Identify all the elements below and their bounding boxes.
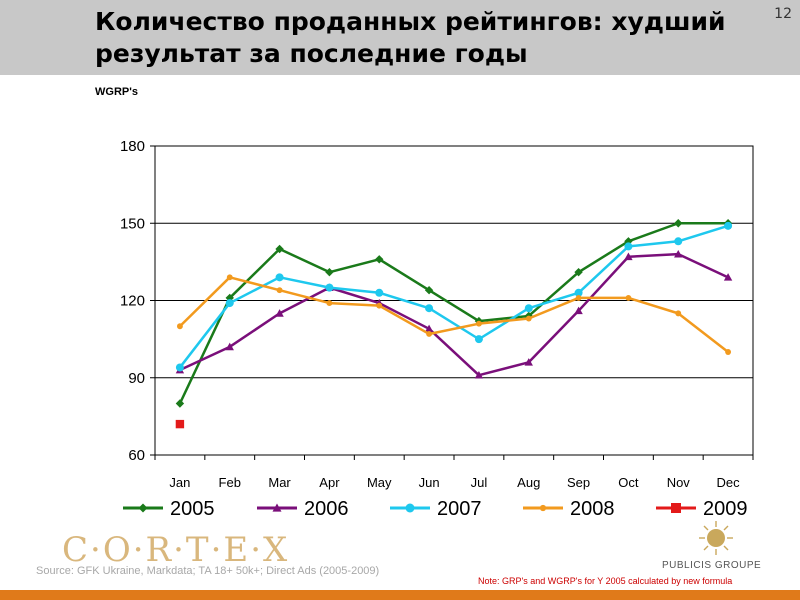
data-point-2008 [625, 294, 632, 301]
legend-marker-2008 [539, 504, 547, 512]
data-point-2006 [723, 273, 733, 281]
data-point-2007 [624, 242, 633, 251]
x-tick-label: Feb [219, 475, 241, 490]
data-point-2008 [376, 302, 383, 309]
x-tick-label: Mar [268, 475, 291, 490]
data-point-2007 [574, 288, 583, 297]
y-unit-label: WGRP's [95, 86, 138, 98]
publicis-lion-icon [699, 521, 733, 555]
data-point-2008 [426, 331, 433, 337]
data-point-2007 [225, 299, 234, 308]
data-point-2008 [575, 294, 582, 301]
x-tick-label: Jul [471, 475, 488, 490]
header-band [0, 0, 800, 75]
x-tick-label: Dec [717, 475, 741, 490]
data-point-2008 [725, 349, 732, 355]
data-point-2005 [375, 255, 384, 264]
x-tick-label: Apr [319, 475, 340, 490]
data-point-2006 [424, 324, 434, 333]
data-point-2005 [674, 219, 683, 228]
data-point-2007 [724, 221, 733, 230]
legend-marker-2006 [272, 503, 282, 512]
data-point-2008 [276, 287, 283, 294]
y-tick-label: 90 [128, 370, 145, 387]
legend-label-2008: 2008 [570, 498, 615, 520]
data-point-2008 [525, 315, 532, 322]
data-point-2007 [674, 237, 683, 246]
x-tick-label: Sep [567, 475, 590, 490]
data-point-2008 [475, 320, 482, 327]
footer-band [0, 590, 800, 600]
data-point-2005 [225, 293, 234, 303]
formula-note: Note: GRP's and WGRP's for Y 2005 calcul… [478, 576, 733, 586]
x-tick-label: Jun [419, 475, 440, 490]
series-line-2005 [178, 222, 729, 405]
data-point-2007 [474, 335, 483, 344]
data-point-2006 [275, 309, 284, 317]
data-point-2007 [524, 304, 533, 313]
data-point-2009 [175, 419, 185, 429]
x-tick-label: Nov [667, 475, 691, 490]
data-point-2007 [425, 304, 434, 313]
data-point-2008 [326, 300, 333, 307]
data-point-2005 [574, 267, 583, 277]
data-point-2008 [226, 274, 233, 281]
source-note: Source: GFK Ukraine, Markdata; TA 18+ 50… [36, 565, 380, 577]
data-point-2006 [674, 249, 683, 258]
data-point-2007 [375, 288, 384, 297]
legend-label-2006: 2006 [304, 498, 349, 520]
x-tick-label: Oct [618, 475, 639, 490]
x-tick-label: Aug [517, 475, 540, 490]
data-point-2006 [225, 342, 234, 351]
y-tick-label: 60 [128, 447, 145, 464]
data-point-2005 [275, 244, 284, 254]
data-point-2006 [574, 306, 583, 315]
series-line-2008 [179, 276, 729, 353]
data-point-2008 [176, 323, 183, 330]
data-point-2005 [325, 267, 334, 277]
y-tick-label: 150 [120, 215, 145, 232]
data-point-2008 [675, 310, 682, 317]
legend-label-2005: 2005 [170, 498, 215, 520]
series-line-2006 [179, 252, 729, 377]
x-tick-label: Jan [169, 475, 190, 490]
cortex-logo: C·O·R·T·E·X [62, 530, 290, 570]
data-point-2007 [325, 283, 334, 292]
series-line-2007 [178, 224, 729, 369]
data-point-2006 [524, 358, 533, 366]
data-point-2006 [474, 370, 484, 379]
y-tick-label: 120 [120, 293, 145, 310]
legend-marker-2007 [405, 503, 415, 513]
legend-marker-2005 [138, 503, 148, 513]
x-tick-label: May [367, 475, 392, 490]
data-point-2005 [175, 399, 185, 408]
y-tick-label: 180 [120, 138, 145, 155]
slide-title: Количество проданных рейтингов: худший р… [95, 7, 726, 68]
page-number: 12 [774, 6, 792, 22]
legend-marker-2009 [671, 503, 681, 513]
legend-label-2009: 2009 [703, 498, 748, 520]
legend-label-2007: 2007 [437, 498, 482, 520]
data-point-2005 [424, 286, 434, 295]
data-point-2006 [624, 252, 633, 261]
data-point-2007 [175, 363, 184, 372]
publicis-logo-text: PUBLICIS GROUPE [662, 560, 762, 571]
data-point-2007 [275, 273, 284, 282]
